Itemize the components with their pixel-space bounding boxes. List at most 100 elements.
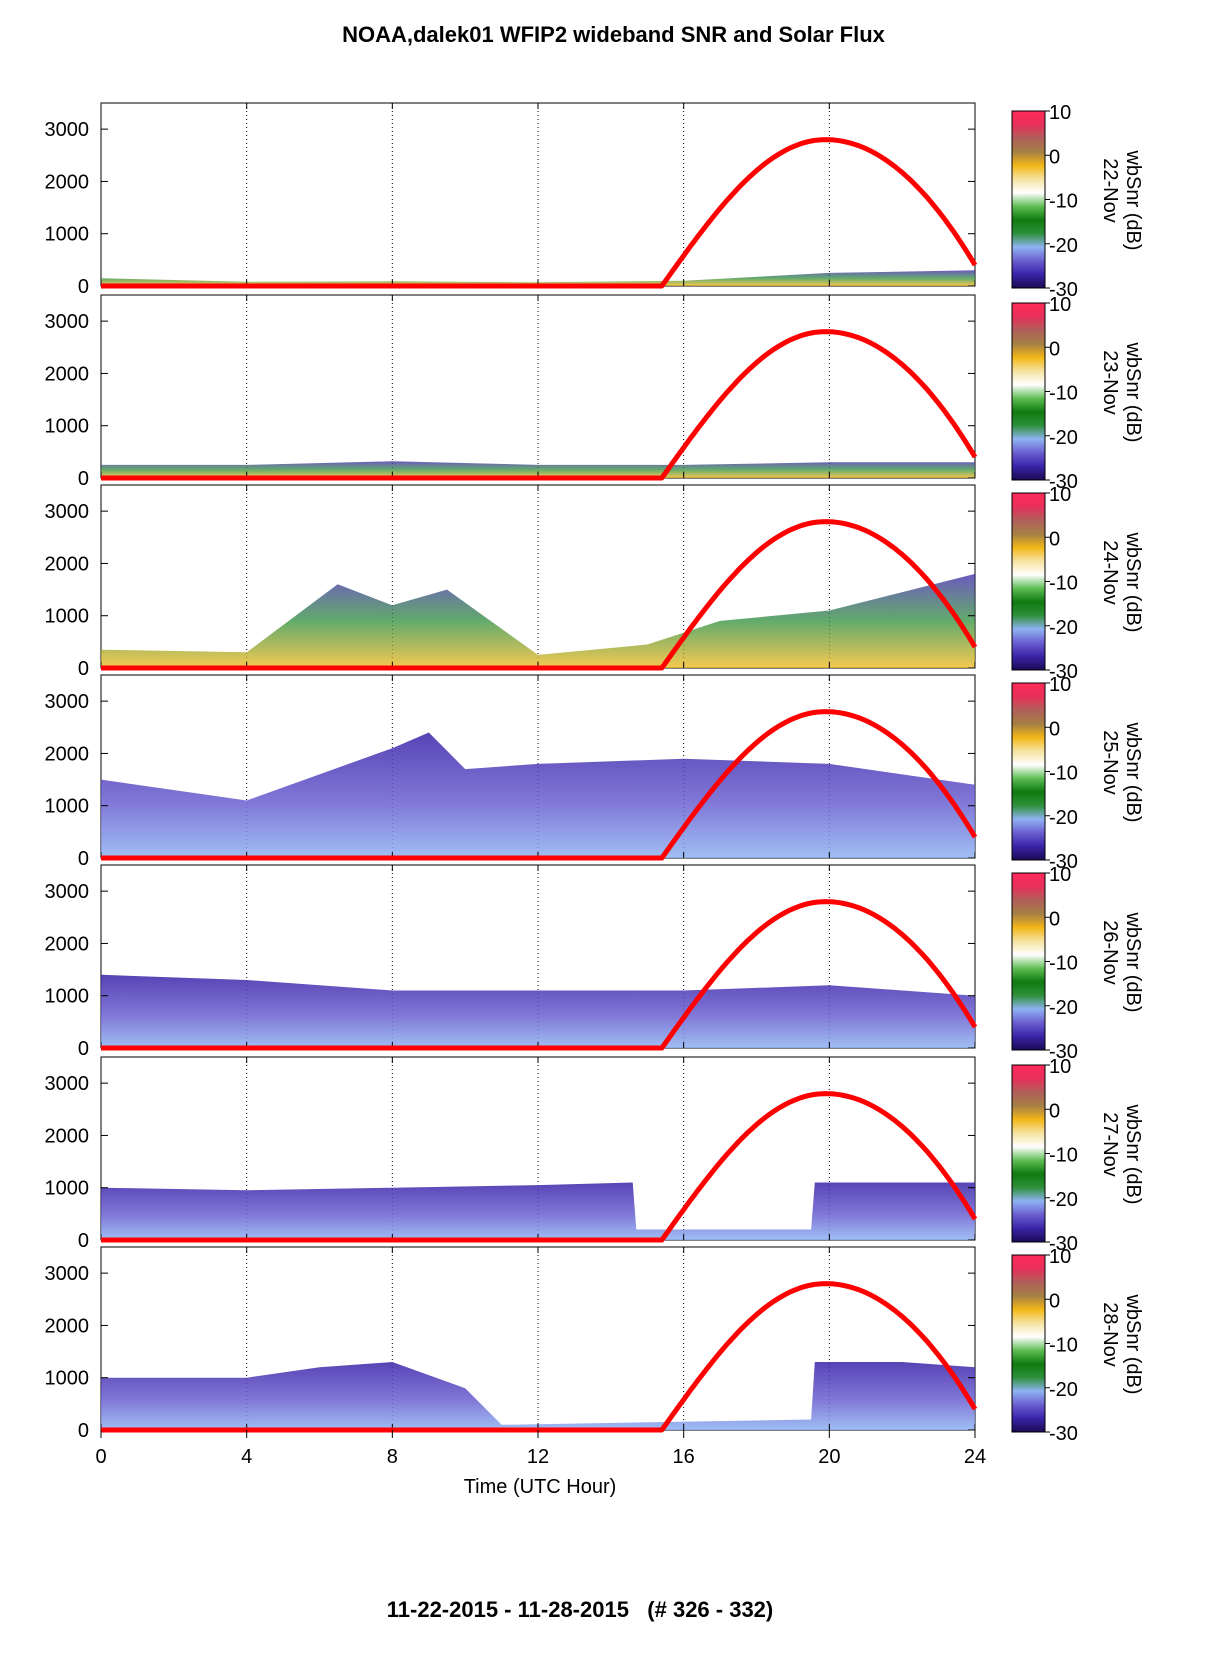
footer-date-range: 11-22-2015 - 11-28-2015 (# 326 - 332) — [386, 1597, 774, 1622]
colorbar — [1011, 1064, 1046, 1243]
colorbar-tick-label: -10 — [1049, 383, 1078, 405]
colorbar-tick-label: 10 — [1049, 294, 1071, 316]
y-tick-label: 0 — [78, 1038, 89, 1060]
y-tick-label: 3000 — [45, 501, 90, 523]
panel-25-Nov: 0 1000 2000 3000 10 0 -10 -20 -30 wbSnr (dB)25-No… — [45, 674, 1145, 873]
snr-field — [101, 974, 975, 1048]
colorbar-tick-label: 0 — [1049, 146, 1060, 168]
y-tick-label: 0 — [78, 468, 89, 490]
colorbar-tick-label: -10 — [1049, 191, 1078, 213]
snr-field — [101, 1362, 975, 1430]
y-tick-label: 2000 — [45, 1125, 90, 1147]
colorbar-tick-label: -30 — [1049, 279, 1078, 301]
colorbar-tick-label: 10 — [1049, 1056, 1071, 1078]
solar-flux-line — [101, 709, 978, 861]
colorbar-tick-label: -10 — [1049, 573, 1078, 595]
solar-flux-line — [101, 1091, 978, 1243]
y-tick-label: 2000 — [45, 363, 90, 385]
solar-flux-line — [101, 1281, 978, 1433]
y-tick-label: 3000 — [45, 881, 90, 903]
colorbar-label: wbSnr (dB) — [1122, 1103, 1144, 1204]
colorbar-tick-label: -20 — [1049, 1379, 1078, 1401]
colorbar — [1011, 872, 1046, 1051]
colorbar-tick-label: -10 — [1049, 1145, 1078, 1167]
colorbar — [1011, 682, 1046, 861]
y-tick-label: 3000 — [45, 119, 90, 141]
panel-27-Nov: 0 1000 2000 3000 10 0 -10 -20 -30 wbSnr (dB)27-No… — [45, 1056, 1145, 1255]
solar-flux-line — [101, 329, 978, 481]
y-tick-label: 0 — [78, 1420, 89, 1442]
colorbar-tick-label: -30 — [1049, 1233, 1078, 1255]
chart-title: NOAA,dalek01 WFIP2 wideband SNR and Sola… — [342, 22, 885, 47]
solar-flux-line — [101, 519, 978, 671]
colorbar-tick-label: 0 — [1049, 718, 1060, 740]
colorbar-tick-label: -30 — [1049, 1041, 1078, 1063]
colorbar-tick-label: 10 — [1049, 864, 1071, 886]
y-tick-label: 0 — [78, 848, 89, 870]
colorbar-tick-label: -30 — [1049, 661, 1078, 683]
panel-22-Nov: 0 1000 2000 3000 10 0 -10 -20 -30 wbSnr (dB)22-No… — [45, 102, 1145, 301]
snr-field — [101, 573, 975, 668]
colorbar — [1011, 492, 1046, 671]
y-tick-label: 1000 — [45, 796, 90, 818]
panel-date-label: 24-Nov — [1099, 540, 1121, 604]
colorbar-tick-label: -10 — [1049, 763, 1078, 785]
y-tick-label: 2000 — [45, 1315, 90, 1337]
x-tick-label: 16 — [673, 1446, 695, 1468]
colorbar-tick-label: -20 — [1049, 617, 1078, 639]
y-tick-label: 0 — [78, 658, 89, 680]
snr-field — [101, 461, 975, 478]
y-tick-label: 1000 — [45, 606, 90, 628]
colorbar-tick-label: 10 — [1049, 1246, 1071, 1268]
colorbar-tick-label: -10 — [1049, 1335, 1078, 1357]
y-tick-label: 2000 — [45, 553, 90, 575]
colorbar-label: wbSnr (dB) — [1122, 911, 1144, 1012]
y-tick-label: 1000 — [45, 1368, 90, 1390]
colorbar-tick-label: -20 — [1049, 235, 1078, 257]
y-tick-label: 2000 — [45, 743, 90, 765]
panel-date-label: 23-Nov — [1099, 350, 1121, 414]
panel-28-Nov: 0 1000 2000 3000 10 0 -10 -20 -30 wbSnr (dB)28-No… — [45, 1246, 1145, 1445]
x-tick-label: 12 — [527, 1446, 549, 1468]
colorbar-tick-label: -30 — [1049, 851, 1078, 873]
colorbar-tick-label: -20 — [1049, 807, 1078, 829]
panel-23-Nov: 0 1000 2000 3000 10 0 -10 -20 -30 wbSnr (dB)23-No… — [45, 294, 1145, 493]
colorbar — [1011, 110, 1046, 289]
panel-24-Nov: 0 1000 2000 3000 10 0 -10 -20 -30 wbSnr (dB)24-No… — [45, 484, 1145, 683]
colorbar-tick-label: 0 — [1049, 1100, 1060, 1122]
colorbar-label: wbSnr (dB) — [1122, 721, 1144, 822]
solar-flux-line — [101, 137, 978, 289]
panel-date-label: 28-Nov — [1099, 1302, 1121, 1366]
colorbar-label: wbSnr (dB) — [1122, 341, 1144, 442]
y-tick-label: 1000 — [45, 416, 90, 438]
snr-field — [101, 732, 975, 858]
colorbar-tick-label: -30 — [1049, 471, 1078, 493]
y-tick-label: 3000 — [45, 1073, 90, 1095]
colorbar-tick-label: -30 — [1049, 1423, 1078, 1445]
x-tick-label: 8 — [387, 1446, 398, 1468]
y-tick-label: 0 — [78, 276, 89, 298]
colorbar-tick-label: 0 — [1049, 1290, 1060, 1312]
y-tick-label: 0 — [78, 1230, 89, 1252]
plot-frame — [100, 102, 976, 287]
panel-date-label: 25-Nov — [1099, 730, 1121, 794]
colorbar — [1011, 1254, 1046, 1433]
x-axis-label: Time (UTC Hour) — [464, 1476, 617, 1498]
colorbar-label: wbSnr (dB) — [1122, 149, 1144, 250]
plot-frame — [100, 294, 976, 479]
y-tick-label: 1000 — [45, 224, 90, 246]
x-tick-label: 0 — [95, 1446, 106, 1468]
panel-date-label: 27-Nov — [1099, 1112, 1121, 1176]
panel-date-label: 22-Nov — [1099, 158, 1121, 222]
y-tick-label: 3000 — [45, 691, 90, 713]
colorbar-tick-label: 0 — [1049, 528, 1060, 550]
y-tick-label: 1000 — [45, 986, 90, 1008]
colorbar-label: wbSnr (dB) — [1122, 1293, 1144, 1394]
y-tick-label: 3000 — [45, 1263, 90, 1285]
colorbar-tick-label: 0 — [1049, 338, 1060, 360]
y-tick-label: 2000 — [45, 171, 90, 193]
colorbar-tick-label: 10 — [1049, 484, 1071, 506]
colorbar-tick-label: -20 — [1049, 997, 1078, 1019]
panel-date-label: 26-Nov — [1099, 920, 1121, 984]
